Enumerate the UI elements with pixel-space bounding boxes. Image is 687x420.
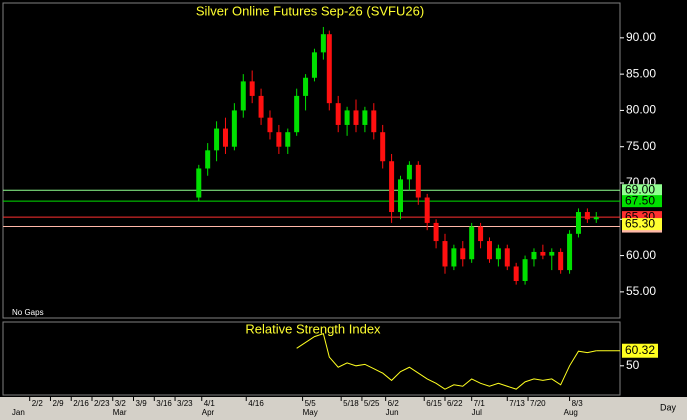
candle-body bbox=[344, 110, 350, 125]
candle-body bbox=[593, 217, 599, 220]
candle-body bbox=[214, 128, 220, 151]
candle-body bbox=[549, 251, 555, 256]
x-tick-label: 3/16 bbox=[156, 399, 172, 408]
candle-body bbox=[486, 241, 492, 260]
rsi-last-label: 60.32 bbox=[625, 343, 655, 357]
level-label: 69.00 bbox=[625, 182, 655, 196]
price-pane bbox=[2, 2, 621, 319]
candle-body bbox=[495, 248, 501, 260]
candle-body bbox=[311, 52, 317, 78]
y-tick-label: 85.00 bbox=[626, 66, 656, 80]
y-tick-label: 55.00 bbox=[626, 284, 656, 298]
candle-body bbox=[371, 110, 377, 133]
month-label: Jan bbox=[12, 408, 25, 417]
candle-body bbox=[433, 222, 439, 242]
candle-body bbox=[406, 164, 412, 180]
candle-body bbox=[222, 128, 228, 147]
candle-body bbox=[478, 226, 484, 242]
candle-body bbox=[504, 248, 510, 267]
x-tick-label: 4/1 bbox=[204, 399, 216, 408]
candle-body bbox=[531, 251, 537, 260]
y-tick-label: 50 bbox=[626, 358, 640, 372]
month-label: Jun bbox=[386, 408, 399, 417]
month-label: Aug bbox=[564, 408, 578, 417]
candle-body bbox=[240, 81, 246, 111]
candle-body bbox=[584, 212, 590, 220]
candle-body bbox=[258, 95, 264, 118]
candle-body bbox=[451, 248, 457, 267]
candle-body bbox=[231, 110, 237, 147]
y-tick-label: 75.00 bbox=[626, 139, 656, 153]
candle-body bbox=[558, 251, 564, 271]
time-axis-strip bbox=[0, 397, 687, 420]
candle-body bbox=[362, 110, 368, 125]
month-label: Jul bbox=[472, 408, 482, 417]
rsi-title: Relative Strength Index bbox=[245, 321, 381, 336]
rsi-line bbox=[296, 333, 597, 390]
x-tick-label: 2/23 bbox=[94, 399, 110, 408]
rsi-pane bbox=[2, 321, 621, 396]
y-tick-label: 90.00 bbox=[626, 30, 656, 44]
x-tick-label: 7/20 bbox=[530, 399, 546, 408]
candle-body bbox=[397, 179, 403, 213]
candle-body bbox=[303, 77, 309, 96]
candle-body bbox=[522, 259, 528, 281]
x-tick-label: 2/2 bbox=[32, 399, 44, 408]
candle-body bbox=[326, 34, 332, 104]
candle-body bbox=[469, 226, 475, 260]
candle-body bbox=[249, 81, 255, 96]
month-label: Mar bbox=[113, 408, 127, 417]
x-tick-label: 6/15 bbox=[426, 399, 442, 408]
candle-body bbox=[575, 212, 581, 234]
x-tick-label: 5/18 bbox=[343, 399, 359, 408]
x-unit: Day bbox=[660, 402, 677, 412]
candle-body bbox=[380, 132, 386, 162]
x-tick-label: 4/16 bbox=[248, 399, 264, 408]
candle-body bbox=[540, 251, 546, 256]
x-tick-label: 7/13 bbox=[509, 399, 525, 408]
candle-body bbox=[196, 168, 202, 198]
y-tick-label: 60.00 bbox=[626, 248, 656, 262]
rsi-last-box bbox=[622, 343, 658, 358]
candle-body bbox=[205, 150, 211, 169]
level-label-box bbox=[622, 195, 662, 208]
level-label: 67.50 bbox=[625, 193, 655, 207]
gap-note: No Gaps bbox=[12, 308, 44, 317]
month-label: Apr bbox=[202, 408, 215, 417]
candle-body bbox=[513, 266, 519, 281]
candle-body bbox=[294, 95, 300, 133]
candle-body bbox=[320, 34, 326, 53]
candle-body bbox=[442, 241, 448, 267]
x-tick-label: 3/9 bbox=[136, 399, 148, 408]
month-label: May bbox=[303, 408, 318, 417]
last-price-label: 65.30 bbox=[625, 216, 655, 230]
x-tick-label: 3/2 bbox=[115, 399, 127, 408]
candle-body bbox=[567, 233, 573, 271]
x-tick-label: 6/22 bbox=[447, 399, 463, 408]
x-tick-label: 5/5 bbox=[305, 399, 317, 408]
x-tick-label: 2/16 bbox=[73, 399, 89, 408]
level-label-box bbox=[622, 184, 662, 197]
candle-body bbox=[285, 132, 291, 147]
y-tick-label: 80.00 bbox=[626, 103, 656, 117]
candle-body bbox=[276, 132, 282, 147]
candle-body bbox=[267, 117, 273, 133]
candle-body bbox=[415, 164, 421, 198]
x-tick-label: 3/23 bbox=[177, 399, 193, 408]
x-tick-label: 5/25 bbox=[364, 399, 380, 408]
candle-body bbox=[389, 161, 395, 213]
x-tick-label: 2/9 bbox=[52, 399, 64, 408]
x-tick-label: 7/1 bbox=[474, 399, 486, 408]
candle-body bbox=[353, 110, 359, 125]
candle-body bbox=[424, 197, 430, 223]
candle-body bbox=[335, 103, 341, 125]
chart-title: Silver Online Futures Sep-26 (SVFU26) bbox=[196, 3, 424, 18]
candle-body bbox=[460, 248, 466, 260]
x-tick-label: 8/3 bbox=[572, 399, 584, 408]
x-tick-label: 6/2 bbox=[388, 399, 400, 408]
last-price-box bbox=[622, 218, 662, 231]
